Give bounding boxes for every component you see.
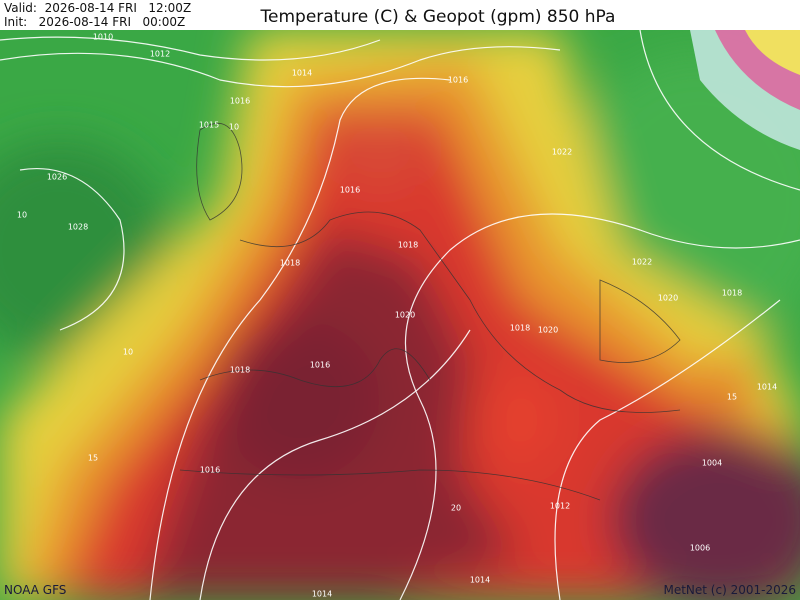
contour-label: 1012 — [550, 502, 570, 511]
credit-label: MetNet (c) 2001-2026 — [663, 583, 796, 597]
contour-label: 1018 — [398, 241, 418, 250]
contour-label: 1012 — [150, 50, 170, 59]
valid-time: Valid: 2026-08-14 FRI 12:00Z — [4, 1, 191, 15]
contour-label: 1022 — [552, 148, 572, 157]
map-title: Temperature (C) & Geopot (gpm) 850 hPa — [260, 7, 616, 27]
contour-label: 1028 — [68, 223, 88, 232]
contour-label: 1018 — [280, 259, 300, 268]
contour-label: 1026 — [47, 173, 67, 182]
contour-lines — [0, 29, 800, 600]
contour-label: 1016 — [230, 97, 250, 106]
contour-label: 1018 — [510, 324, 530, 333]
coastlines — [179, 122, 681, 501]
init-time: Init: 2026-08-14 FRI 00:00Z — [4, 15, 185, 29]
contour-label: 20 — [451, 504, 461, 513]
contour-label: 1006 — [690, 544, 710, 553]
contour-label: 10 — [229, 123, 239, 132]
contour-label: 1014 — [757, 383, 777, 392]
contour-label: 1004 — [702, 459, 722, 468]
contour-label: 1014 — [312, 590, 332, 599]
contour-label: 15 — [727, 393, 737, 402]
contour-label: 15 — [88, 454, 98, 463]
contour-label: 10 — [123, 348, 133, 357]
contour-label: 1014 — [470, 576, 490, 585]
contour-labels: 1010101210141016101610151026102810161018… — [17, 33, 777, 599]
contour-label: 1016 — [448, 76, 468, 85]
contour-label: 1016 — [200, 466, 220, 475]
temperature-field — [0, 30, 800, 600]
contour-label: 1020 — [395, 311, 415, 320]
contour-label: 1014 — [292, 69, 312, 78]
contour-label: 1016 — [340, 186, 360, 195]
contour-label: 1020 — [658, 294, 678, 303]
contour-label: 1016 — [310, 361, 330, 370]
contour-label: 1015 — [199, 121, 219, 130]
contour-label: 10 — [17, 211, 27, 220]
contour-label: 1020 — [538, 326, 558, 335]
contour-label: 1018 — [230, 366, 250, 375]
contour-label: 1022 — [632, 258, 652, 267]
source-label: NOAA GFS — [4, 583, 66, 597]
contour-label: 1018 — [722, 289, 742, 298]
contour-label: 1010 — [93, 33, 113, 42]
